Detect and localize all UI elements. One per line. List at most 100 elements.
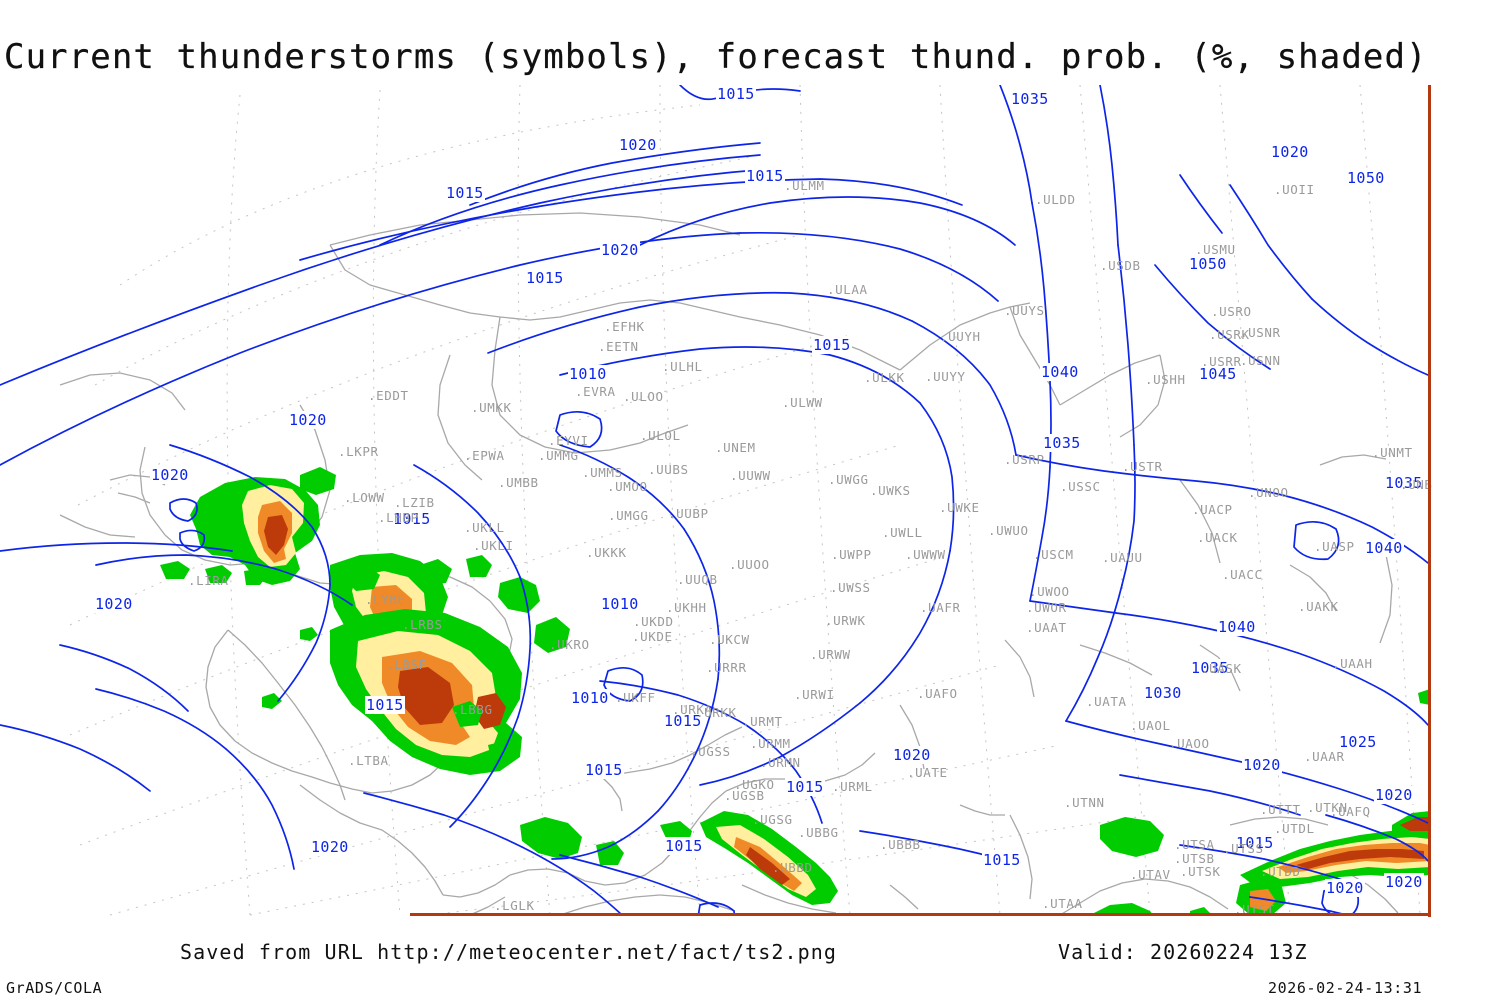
isobar-label: 1030 <box>1143 684 1183 702</box>
shade-scattered-patches <box>160 467 1164 916</box>
station-label: .UKDD <box>633 614 674 629</box>
station-label: .ULOL <box>640 428 681 443</box>
station-label: .LBSF <box>386 657 427 672</box>
station-label: .USCM <box>1033 547 1074 562</box>
station-label: .UNBB <box>1400 477 1432 492</box>
isobar-label: 1020 <box>600 241 640 259</box>
isobar-label: 1035 <box>1010 90 1050 108</box>
isobar-label: 1050 <box>1346 169 1386 187</box>
station-label: .UOII <box>1274 182 1315 197</box>
station-label: .USRP <box>1004 452 1045 467</box>
station-label: .UTDD <box>1260 864 1301 879</box>
isobar-label: 1020 <box>892 746 932 764</box>
isobar-label: 1020 <box>618 136 658 154</box>
station-label: .UWUO <box>988 523 1029 538</box>
station-label: .USSC <box>1060 479 1101 494</box>
weather-map-panel: 1015 1035 1020 1020 1015 1015 1050 1020 1050 1015… <box>0 85 1432 917</box>
station-label: .LIRA <box>188 573 229 588</box>
isobar-label: 1020 <box>288 411 328 429</box>
isobar-label: 1015 <box>716 85 756 103</box>
station-label: .ULHL <box>662 359 703 374</box>
station-label: .UWSS <box>830 580 871 595</box>
station-label: .UWKE <box>939 500 980 515</box>
station-label: .UTAV <box>1130 867 1171 882</box>
station-label: .UAUU <box>1102 550 1143 565</box>
station-label: .UWLL <box>882 525 923 540</box>
isobar-label: 1050 <box>1188 255 1228 273</box>
station-label: .UGSS <box>690 744 731 759</box>
station-label: .UBBD <box>772 860 813 875</box>
station-label: .UASK <box>1201 661 1242 676</box>
station-label: .URML <box>832 779 873 794</box>
station-label: .USDB <box>1100 258 1141 273</box>
shade-tiny-patches <box>262 627 1430 916</box>
station-label: .UTSK <box>1180 864 1221 879</box>
isobar-label: 1015 <box>663 712 703 730</box>
station-label: .UWGG <box>828 472 869 487</box>
isobar-label: 1020 <box>1325 879 1365 897</box>
station-label: .UATE <box>907 765 948 780</box>
station-label: .UKKK <box>586 545 627 560</box>
station-label: .LGLK <box>494 898 535 913</box>
station-label: .UTKN <box>1307 800 1348 815</box>
station-label: .EPWA <box>464 448 505 463</box>
isobar-label: 1015 <box>982 851 1022 869</box>
station-label: .UTSA <box>1174 837 1215 852</box>
station-label: .UKCW <box>709 632 750 647</box>
generation-timestamp: 2026-02-24-13:31 <box>1268 979 1423 997</box>
station-label: .UMMS <box>582 465 623 480</box>
station-label: .UMGG <box>608 508 649 523</box>
shade-region-alps <box>190 477 320 585</box>
station-label: .UMBB <box>498 475 539 490</box>
station-label: .URWK <box>825 613 866 628</box>
station-label: .UACP <box>1192 502 1233 517</box>
station-label: .UNOO <box>1248 485 1289 500</box>
station-label: .UUBS <box>648 462 689 477</box>
station-label: .UWWW <box>905 547 946 562</box>
map-frame-right-edge <box>1428 85 1431 917</box>
station-label: .EYVI <box>548 433 589 448</box>
page-title: Current thunderstorms (symbols), forecas… <box>4 37 1428 77</box>
station-label: .UAAR <box>1304 749 1345 764</box>
isobar-label: 1015 <box>365 696 405 714</box>
station-label: .USMU <box>1195 242 1236 257</box>
station-label: .USRO <box>1211 304 1252 319</box>
station-label: .EDDT <box>368 388 409 403</box>
station-label: .UKLI <box>473 538 514 553</box>
probability-shading <box>160 467 1430 916</box>
station-label: .URMN <box>760 755 801 770</box>
isobar-label: 1045 <box>1198 365 1238 383</box>
isobar-label: 1015 <box>525 269 565 287</box>
station-label: .ULOO <box>623 389 664 404</box>
isobar-label: 1015 <box>664 837 704 855</box>
station-label: .URKK <box>696 705 737 720</box>
station-label: .UTNN <box>1064 795 1105 810</box>
station-label: .USTR <box>1122 459 1163 474</box>
isobar-label: 1015 <box>812 336 852 354</box>
station-label: .UUQB <box>677 572 718 587</box>
isobar-label: 1020 <box>310 838 350 856</box>
station-label: .UWOO <box>1029 584 1070 599</box>
station-label: .UASP <box>1314 539 1355 554</box>
isobar-label: 1040 <box>1217 618 1257 636</box>
source-url-caption: Saved from URL http://meteocenter.net/fa… <box>180 940 838 964</box>
station-label: .USRK <box>1209 327 1250 342</box>
isobar-label: 1035 <box>1384 474 1424 492</box>
station-label: .UKDE <box>632 629 673 644</box>
station-label: .UAFQ <box>1330 804 1371 819</box>
isobar-label: 1020 <box>150 466 190 484</box>
station-label: .UMOO <box>607 479 648 494</box>
station-label: .UTDL <box>1274 821 1315 836</box>
station-label: .EFHK <box>604 319 645 334</box>
station-label: .UAAT <box>1026 620 1067 635</box>
station-label: .USHH <box>1145 372 1186 387</box>
station-label: .UGSB <box>724 788 765 803</box>
station-label: .USNR <box>1240 325 1281 340</box>
isobar-label: 1040 <box>1364 539 1404 557</box>
station-label: .EETN <box>598 339 639 354</box>
isobar-label: 1040 <box>1040 363 1080 381</box>
producer-caption: GrADS/COLA <box>6 979 103 997</box>
station-label: .UTSS <box>1223 841 1264 856</box>
station-label: .UATA <box>1086 694 1127 709</box>
